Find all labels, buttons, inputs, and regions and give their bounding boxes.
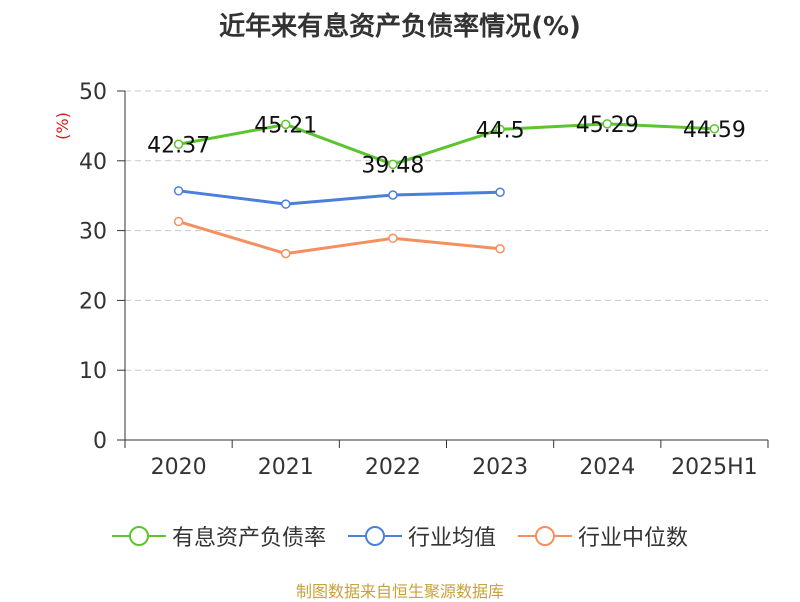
legend-item-1[interactable]: 行业均值 xyxy=(347,520,496,552)
series-2-point-2021 xyxy=(281,248,291,259)
series-2-point-2020 xyxy=(173,216,184,227)
x-tick-label-2023: 2023 xyxy=(472,455,528,480)
legend-marker-2 xyxy=(518,526,572,546)
axis-layer: 0 10 20 30 40 50 2020 2021 2022 2023 2024 2025H1 (%) xyxy=(53,80,769,480)
series-line-2 xyxy=(178,220,501,256)
series-2-point-2023 xyxy=(495,243,505,254)
y-tick-label-10: 10 xyxy=(79,359,107,384)
y-tick-label-40: 40 xyxy=(79,150,107,175)
legend-marker-0 xyxy=(111,526,166,546)
legend-label-0: 有息资产负债率 xyxy=(171,526,326,551)
series-0-point-2023 xyxy=(495,124,505,135)
x-tick-label-2021: 2021 xyxy=(258,455,314,480)
series-layer xyxy=(173,119,720,259)
grid-layer xyxy=(125,90,768,371)
legend: 有息资产负债率 行业均值 行业中位数 xyxy=(0,516,800,556)
source-note: 制图数据来自恒生聚源数据库 xyxy=(295,582,504,601)
series-0-point-2025H1 xyxy=(709,124,720,134)
series-line-1 xyxy=(178,189,501,206)
series-0-point-2024 xyxy=(602,119,612,129)
series-0-point-2022 xyxy=(388,159,398,170)
legend-label-1: 行业均值 xyxy=(407,526,496,551)
series-1-point-2020 xyxy=(173,186,184,196)
y-tick-label-30: 30 xyxy=(79,220,107,245)
data-label-2025H1: 44.59 xyxy=(683,118,746,143)
y-tick-label-0: 0 xyxy=(93,429,107,454)
series-0-point-2021 xyxy=(281,119,291,130)
data-label-2024: 45.29 xyxy=(576,113,639,138)
x-tick-label-2025H1: 2025H1 xyxy=(671,455,758,480)
series-0-point-2020 xyxy=(173,139,184,150)
legend-item-2[interactable]: 行业中位数 xyxy=(518,520,688,552)
data-label-2023: 44.5 xyxy=(476,118,525,143)
data-label-2022: 39.48 xyxy=(361,153,424,178)
y-tick-label-50: 50 xyxy=(79,80,107,105)
series-1-point-2023 xyxy=(495,187,505,197)
x-tick-label-2024: 2024 xyxy=(579,455,635,480)
label-layer: 42.37 45.21 39.48 44.5 45.29 44.59 xyxy=(147,113,746,179)
legend-item-0[interactable]: 有息资产负债率 xyxy=(111,520,326,552)
series-1-point-2021 xyxy=(281,199,291,209)
x-tick-label-2020: 2020 xyxy=(151,455,207,480)
y-tick-label-20: 20 xyxy=(79,289,107,314)
legend-marker-1 xyxy=(347,526,402,546)
x-tick-label-2022: 2022 xyxy=(365,455,421,480)
series-1-point-2022 xyxy=(388,190,398,200)
series-line-0 xyxy=(178,122,715,166)
series-2-point-2022 xyxy=(388,233,398,244)
chart-title: 近年来有息资产负债率情况(%) xyxy=(219,12,581,42)
data-label-2021: 45.21 xyxy=(254,113,317,138)
y-axis-label: (%) xyxy=(53,112,72,140)
legend-label-2: 行业中位数 xyxy=(578,526,689,551)
data-label-2020: 42.37 xyxy=(147,133,210,158)
